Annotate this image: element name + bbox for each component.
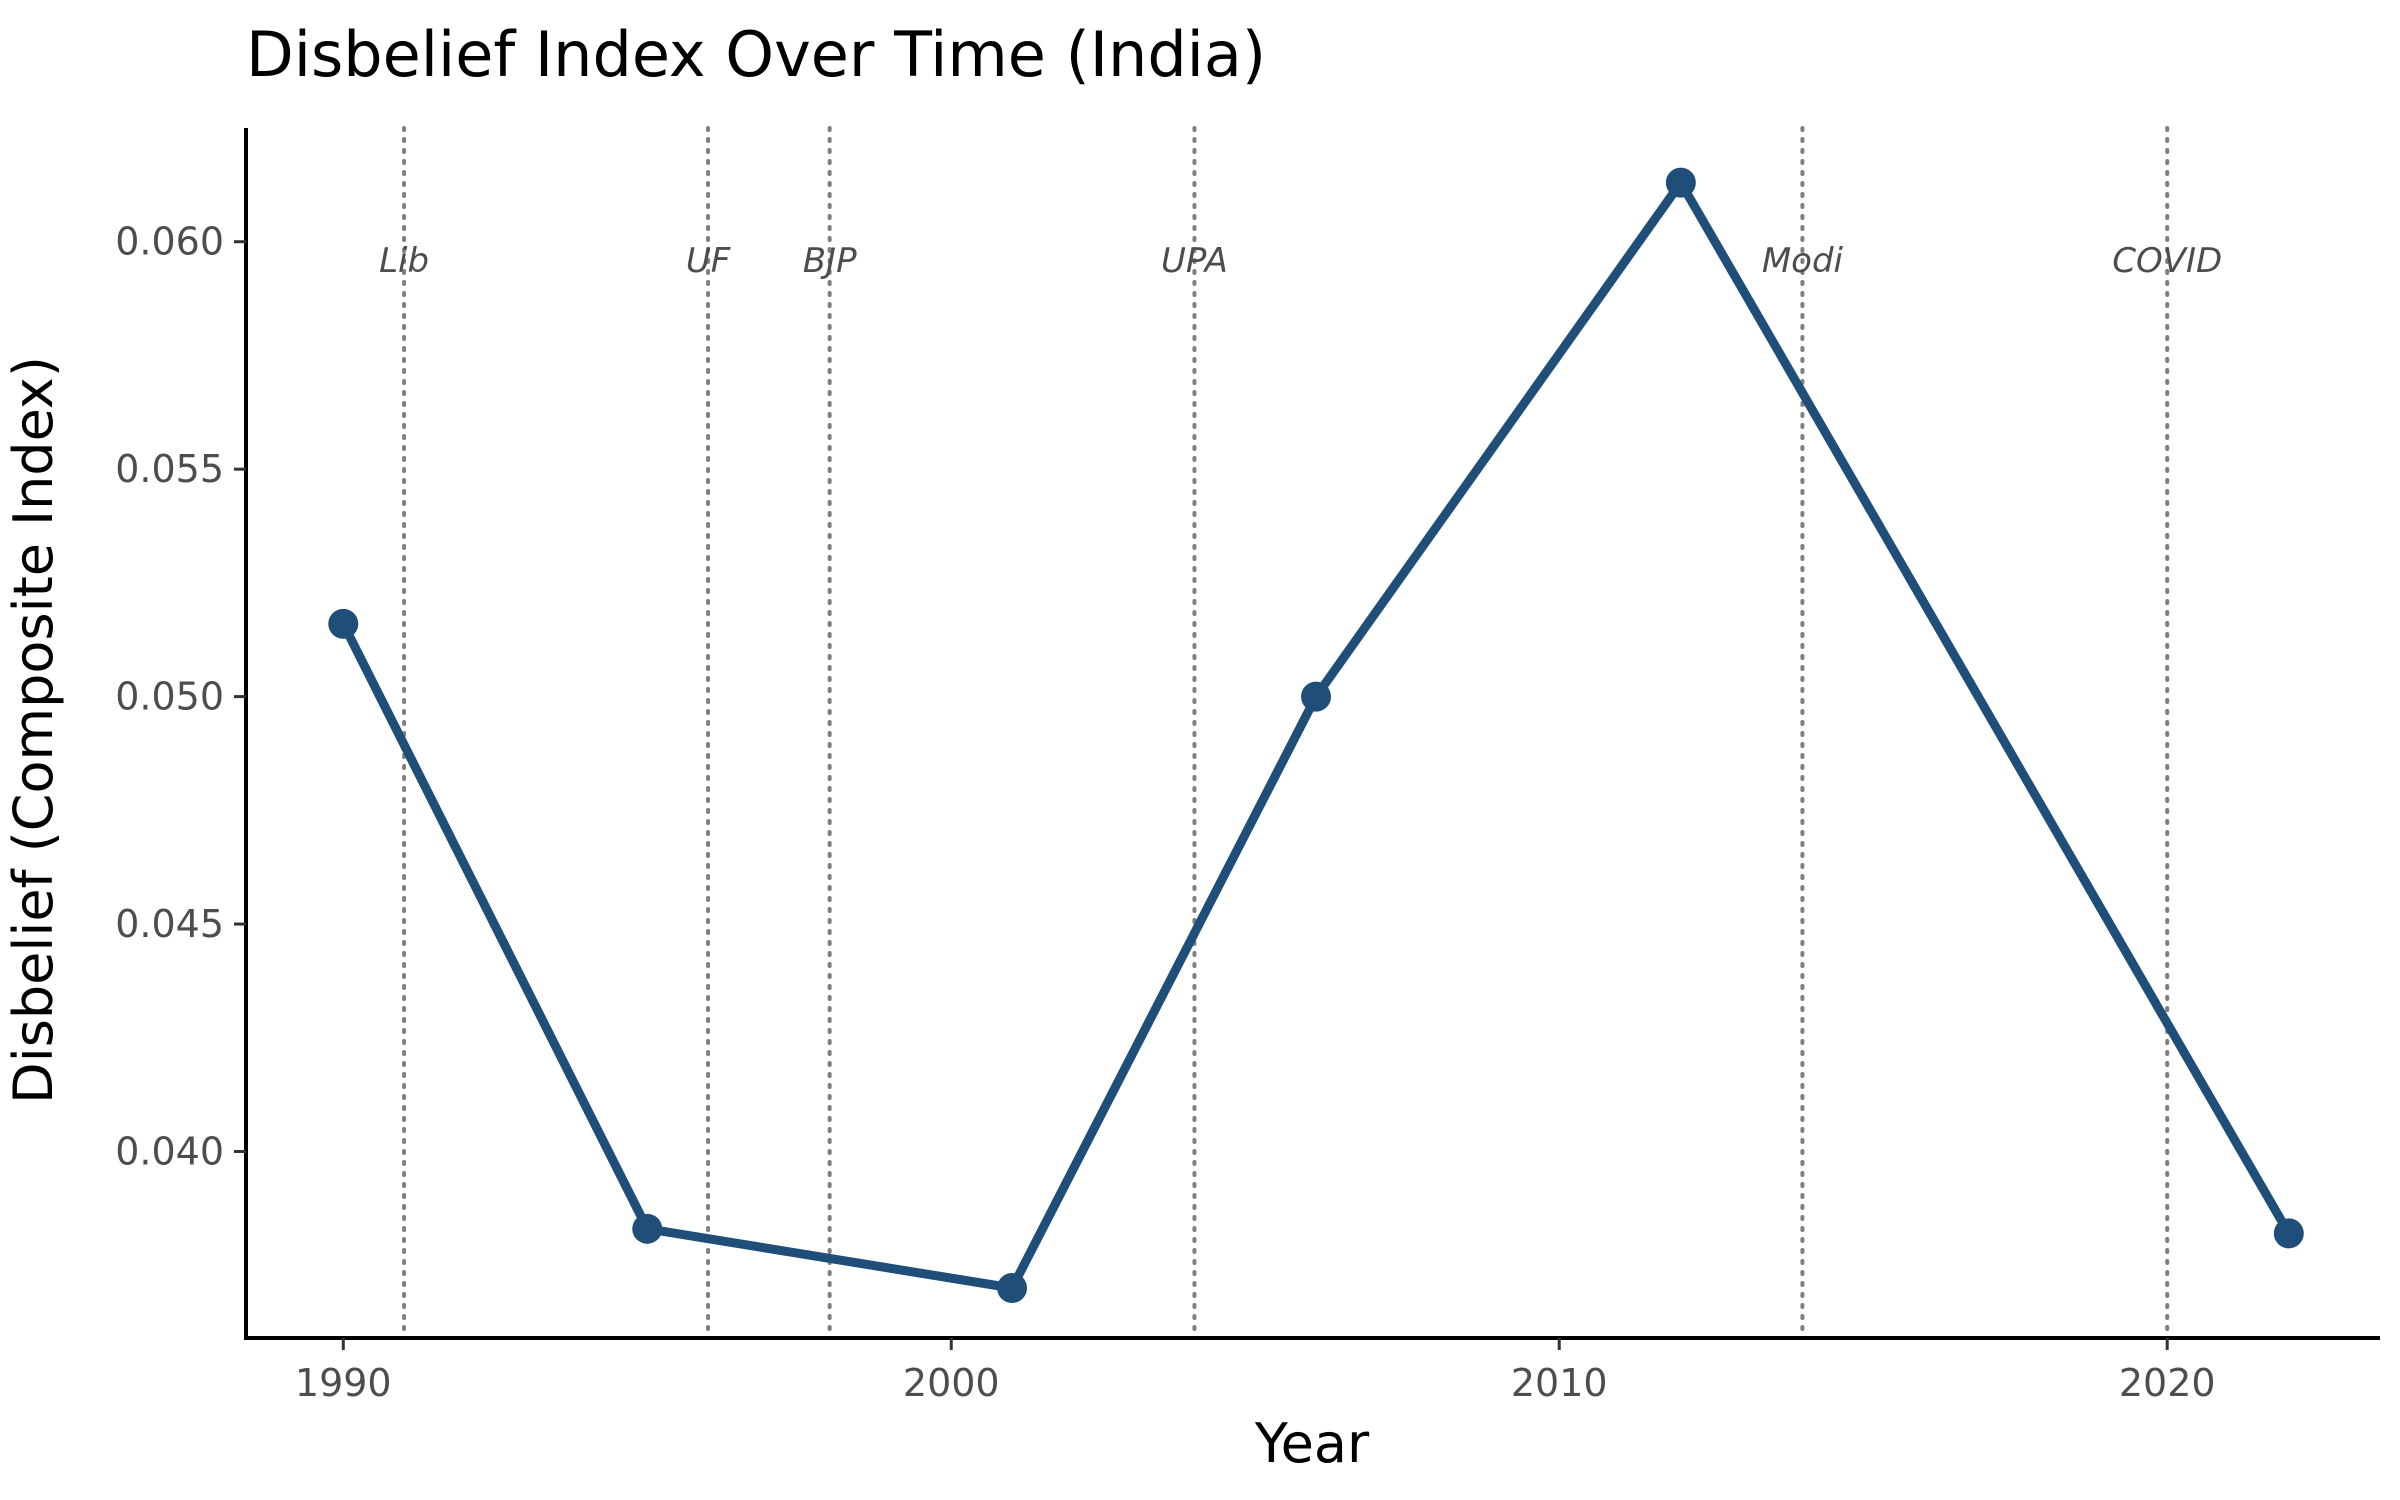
y-tick-label: 0.060 bbox=[115, 220, 224, 264]
series-line bbox=[338, 178, 2294, 1293]
data-point-1995 bbox=[632, 1213, 663, 1244]
x-tick-label: 1990 bbox=[295, 1361, 392, 1405]
event-label-upa: UPA bbox=[1161, 241, 1228, 281]
data-point-2012 bbox=[1665, 167, 1696, 198]
event-label-covid: COVID bbox=[2112, 241, 2222, 281]
x-tick-label: 2000 bbox=[903, 1361, 1000, 1405]
data-point-2022 bbox=[2273, 1218, 2304, 1249]
chart-title: Disbelief Index Over Time (India) bbox=[246, 18, 1266, 91]
x-axis-label: Year bbox=[1254, 1412, 1370, 1475]
y-axis-label: Disbelief (Composite Index) bbox=[2, 356, 65, 1104]
y-tick-label: 0.040 bbox=[115, 1129, 224, 1173]
x-tick-label: 2020 bbox=[2119, 1361, 2216, 1405]
event-label-uf: UF bbox=[686, 241, 731, 281]
y-tick-label: 0.050 bbox=[115, 675, 224, 719]
x-tick-label: 2010 bbox=[1511, 1361, 1608, 1405]
data-point-2006 bbox=[1301, 681, 1332, 712]
event-label-modi: Modi bbox=[1762, 241, 1844, 281]
event-label-bjp: BJP bbox=[803, 241, 857, 281]
plot-area: Lib UF BJP UPA Modi COVID 0.040 0.045 0.050 0.055… bbox=[115, 126, 2380, 1405]
y-tick-label: 0.045 bbox=[115, 902, 224, 946]
data-point-2001 bbox=[997, 1272, 1028, 1303]
event-label-lib: Lib bbox=[379, 241, 429, 281]
y-tick-label: 0.055 bbox=[115, 447, 224, 491]
data-point-1990 bbox=[328, 608, 359, 639]
